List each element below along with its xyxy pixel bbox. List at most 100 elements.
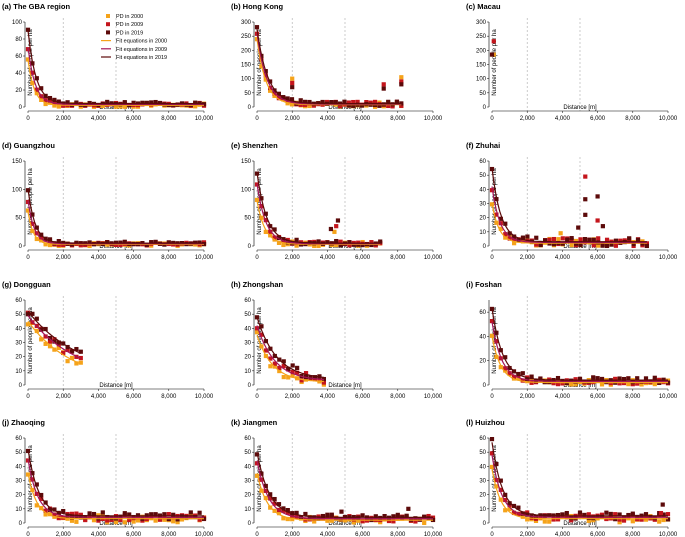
data-point: [511, 374, 517, 380]
data-point-outlier: [339, 509, 344, 514]
data-point: [613, 512, 618, 517]
x-tick-label: 6,000: [126, 116, 142, 122]
data-point: [360, 513, 365, 518]
data-point: [534, 235, 539, 240]
y-tick-label: 0: [19, 105, 23, 111]
x-tick-label: 4,000: [91, 394, 107, 400]
fit-line: [256, 183, 381, 245]
y-tick-label: 150: [12, 159, 23, 165]
data-point: [52, 337, 57, 342]
data-point-outlier: [335, 218, 341, 223]
x-tick-label: 6,000: [126, 532, 142, 537]
panel-7: (g) Dongguan 0 10 20 30 40 50 60 0 2,000 4,000 6,00…: [2, 280, 214, 400]
data-point: [61, 508, 66, 514]
data-point: [334, 238, 339, 244]
x-tick-label: 2,000: [56, 394, 72, 400]
x-tick-label: 0: [255, 532, 259, 537]
x-tick-label: 10,000: [195, 255, 214, 261]
data-point: [285, 516, 290, 522]
x-tick-label: 4,000: [555, 532, 571, 537]
data-point: [599, 382, 605, 387]
data-point: [74, 100, 79, 105]
data-point: [52, 512, 57, 517]
data-point: [171, 512, 176, 517]
panel-title: (b) Hong Kong: [231, 2, 283, 11]
x-tick-label: 2,000: [285, 255, 301, 261]
x-tick-label: 10,000: [424, 116, 443, 122]
data-point: [586, 518, 591, 523]
y-tick-label: 0: [483, 105, 487, 111]
panel-title: (i) Foshan: [466, 280, 502, 289]
x-tick-label: 10,000: [659, 116, 678, 122]
data-point: [43, 334, 48, 339]
data-point: [268, 356, 273, 361]
data-point: [65, 347, 70, 353]
y-tick-label: 300: [241, 20, 252, 26]
fit-line: [27, 189, 204, 244]
data-point: [157, 517, 163, 522]
data-point: [281, 374, 286, 380]
data-point: [639, 517, 644, 522]
data-point: [538, 376, 543, 381]
fit-line: [256, 325, 324, 381]
data-point: [512, 234, 517, 239]
panel-title: (c) Macau: [466, 2, 501, 11]
data-point: [395, 512, 400, 517]
fit-line: [491, 469, 668, 520]
legend-marker: [106, 22, 110, 27]
data-point: [626, 382, 631, 387]
data-point: [127, 517, 132, 523]
data-point: [569, 382, 574, 387]
fit-line: [27, 47, 204, 105]
panel-title: (g) Dongguan: [2, 280, 51, 289]
data-point: [39, 337, 44, 342]
x-tick-label: 6,000: [355, 255, 371, 261]
y-tick-label: 40: [479, 334, 486, 340]
data-point: [118, 514, 123, 519]
data-point: [131, 100, 136, 105]
data-point: [272, 353, 277, 359]
data-point: [369, 242, 374, 248]
data-point: [47, 100, 53, 105]
fit-line: [27, 473, 204, 520]
data-point-outlier: [406, 506, 411, 511]
data-point: [617, 512, 622, 517]
data-point: [43, 101, 48, 107]
data-point: [577, 512, 583, 518]
data-point: [360, 243, 365, 248]
data-point: [533, 518, 539, 524]
x-axis-label: Distance [m]: [563, 383, 597, 389]
data-point: [285, 507, 290, 513]
data-point: [254, 330, 260, 335]
panel-title: (k) Jiangmen: [231, 418, 278, 427]
data-point: [308, 375, 313, 380]
data-point: [290, 363, 295, 368]
data-point: [525, 512, 530, 517]
data-point: [577, 510, 583, 515]
data-point: [525, 510, 530, 515]
data-point: [573, 377, 578, 382]
data-point: [551, 381, 556, 386]
x-tick-label: 0: [490, 116, 494, 122]
panel-8: (h) Zhongshan 0 10 20 30 40 50 60 0 2,000 4,000 6,0…: [231, 280, 443, 400]
y-tick-label: 150: [241, 63, 252, 69]
data-point: [657, 519, 662, 524]
data-point: [272, 361, 277, 366]
data-point: [338, 239, 343, 244]
data-point: [52, 103, 57, 108]
data-point: [52, 507, 57, 512]
x-axis-label: Distance [m]: [99, 244, 133, 250]
data-point: [166, 240, 171, 245]
data-point: [547, 519, 552, 524]
data-point: [69, 515, 75, 520]
data-point: [272, 227, 277, 232]
data-point: [503, 355, 508, 360]
data-point: [325, 518, 330, 523]
data-point: [631, 241, 636, 247]
data-point: [39, 327, 44, 332]
data-point: [630, 511, 635, 516]
x-tick-label: 4,000: [320, 532, 336, 537]
data-point: [30, 320, 35, 325]
x-tick-label: 6,000: [590, 394, 606, 400]
data-point: [529, 377, 534, 382]
